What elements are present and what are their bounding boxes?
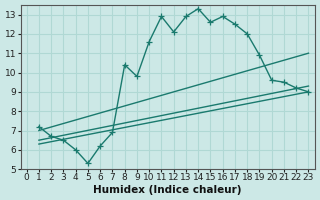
- X-axis label: Humidex (Indice chaleur): Humidex (Indice chaleur): [93, 185, 242, 195]
